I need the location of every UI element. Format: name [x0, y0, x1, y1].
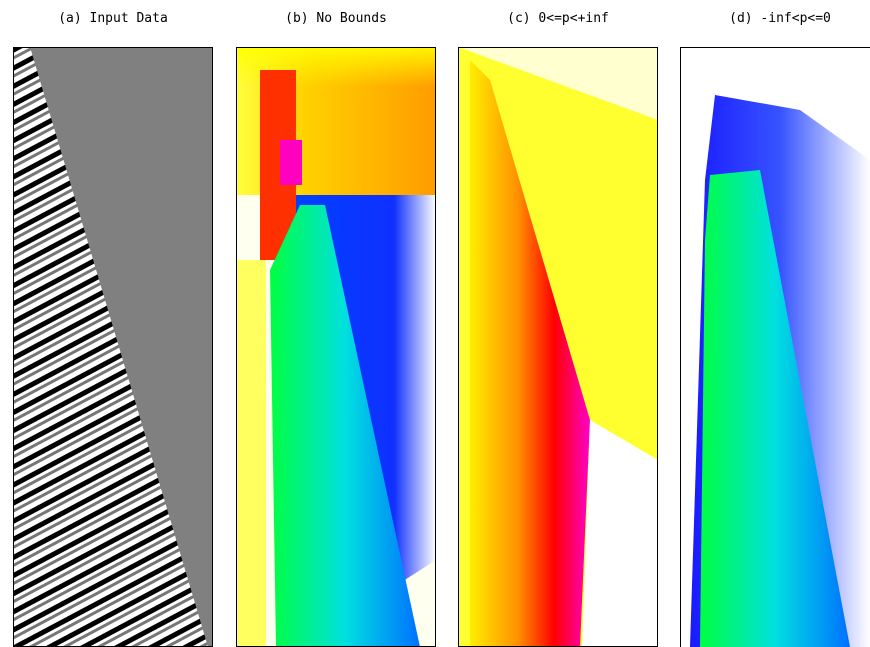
figure: (a) Input Data (b) No Bounds (c) 0<=p<+i… [0, 0, 870, 647]
panel-title: (b) No Bounds [285, 11, 387, 26]
panel-a: (a) Input Data [13, 11, 213, 647]
panel-title: (d) -inf<p<=0 [729, 11, 831, 26]
panel-title: (c) 0<=p<+inf [507, 11, 609, 26]
panel-title: (a) Input Data [58, 11, 168, 26]
image-white [582, 420, 658, 647]
panel-d: (d) -inf<p<=0 [680, 11, 870, 647]
image-magenta [280, 140, 302, 185]
panel-b: (b) No Bounds [236, 11, 436, 647]
panel-c: (c) 0<=p<+inf [458, 11, 658, 647]
image-yellow [236, 260, 266, 647]
